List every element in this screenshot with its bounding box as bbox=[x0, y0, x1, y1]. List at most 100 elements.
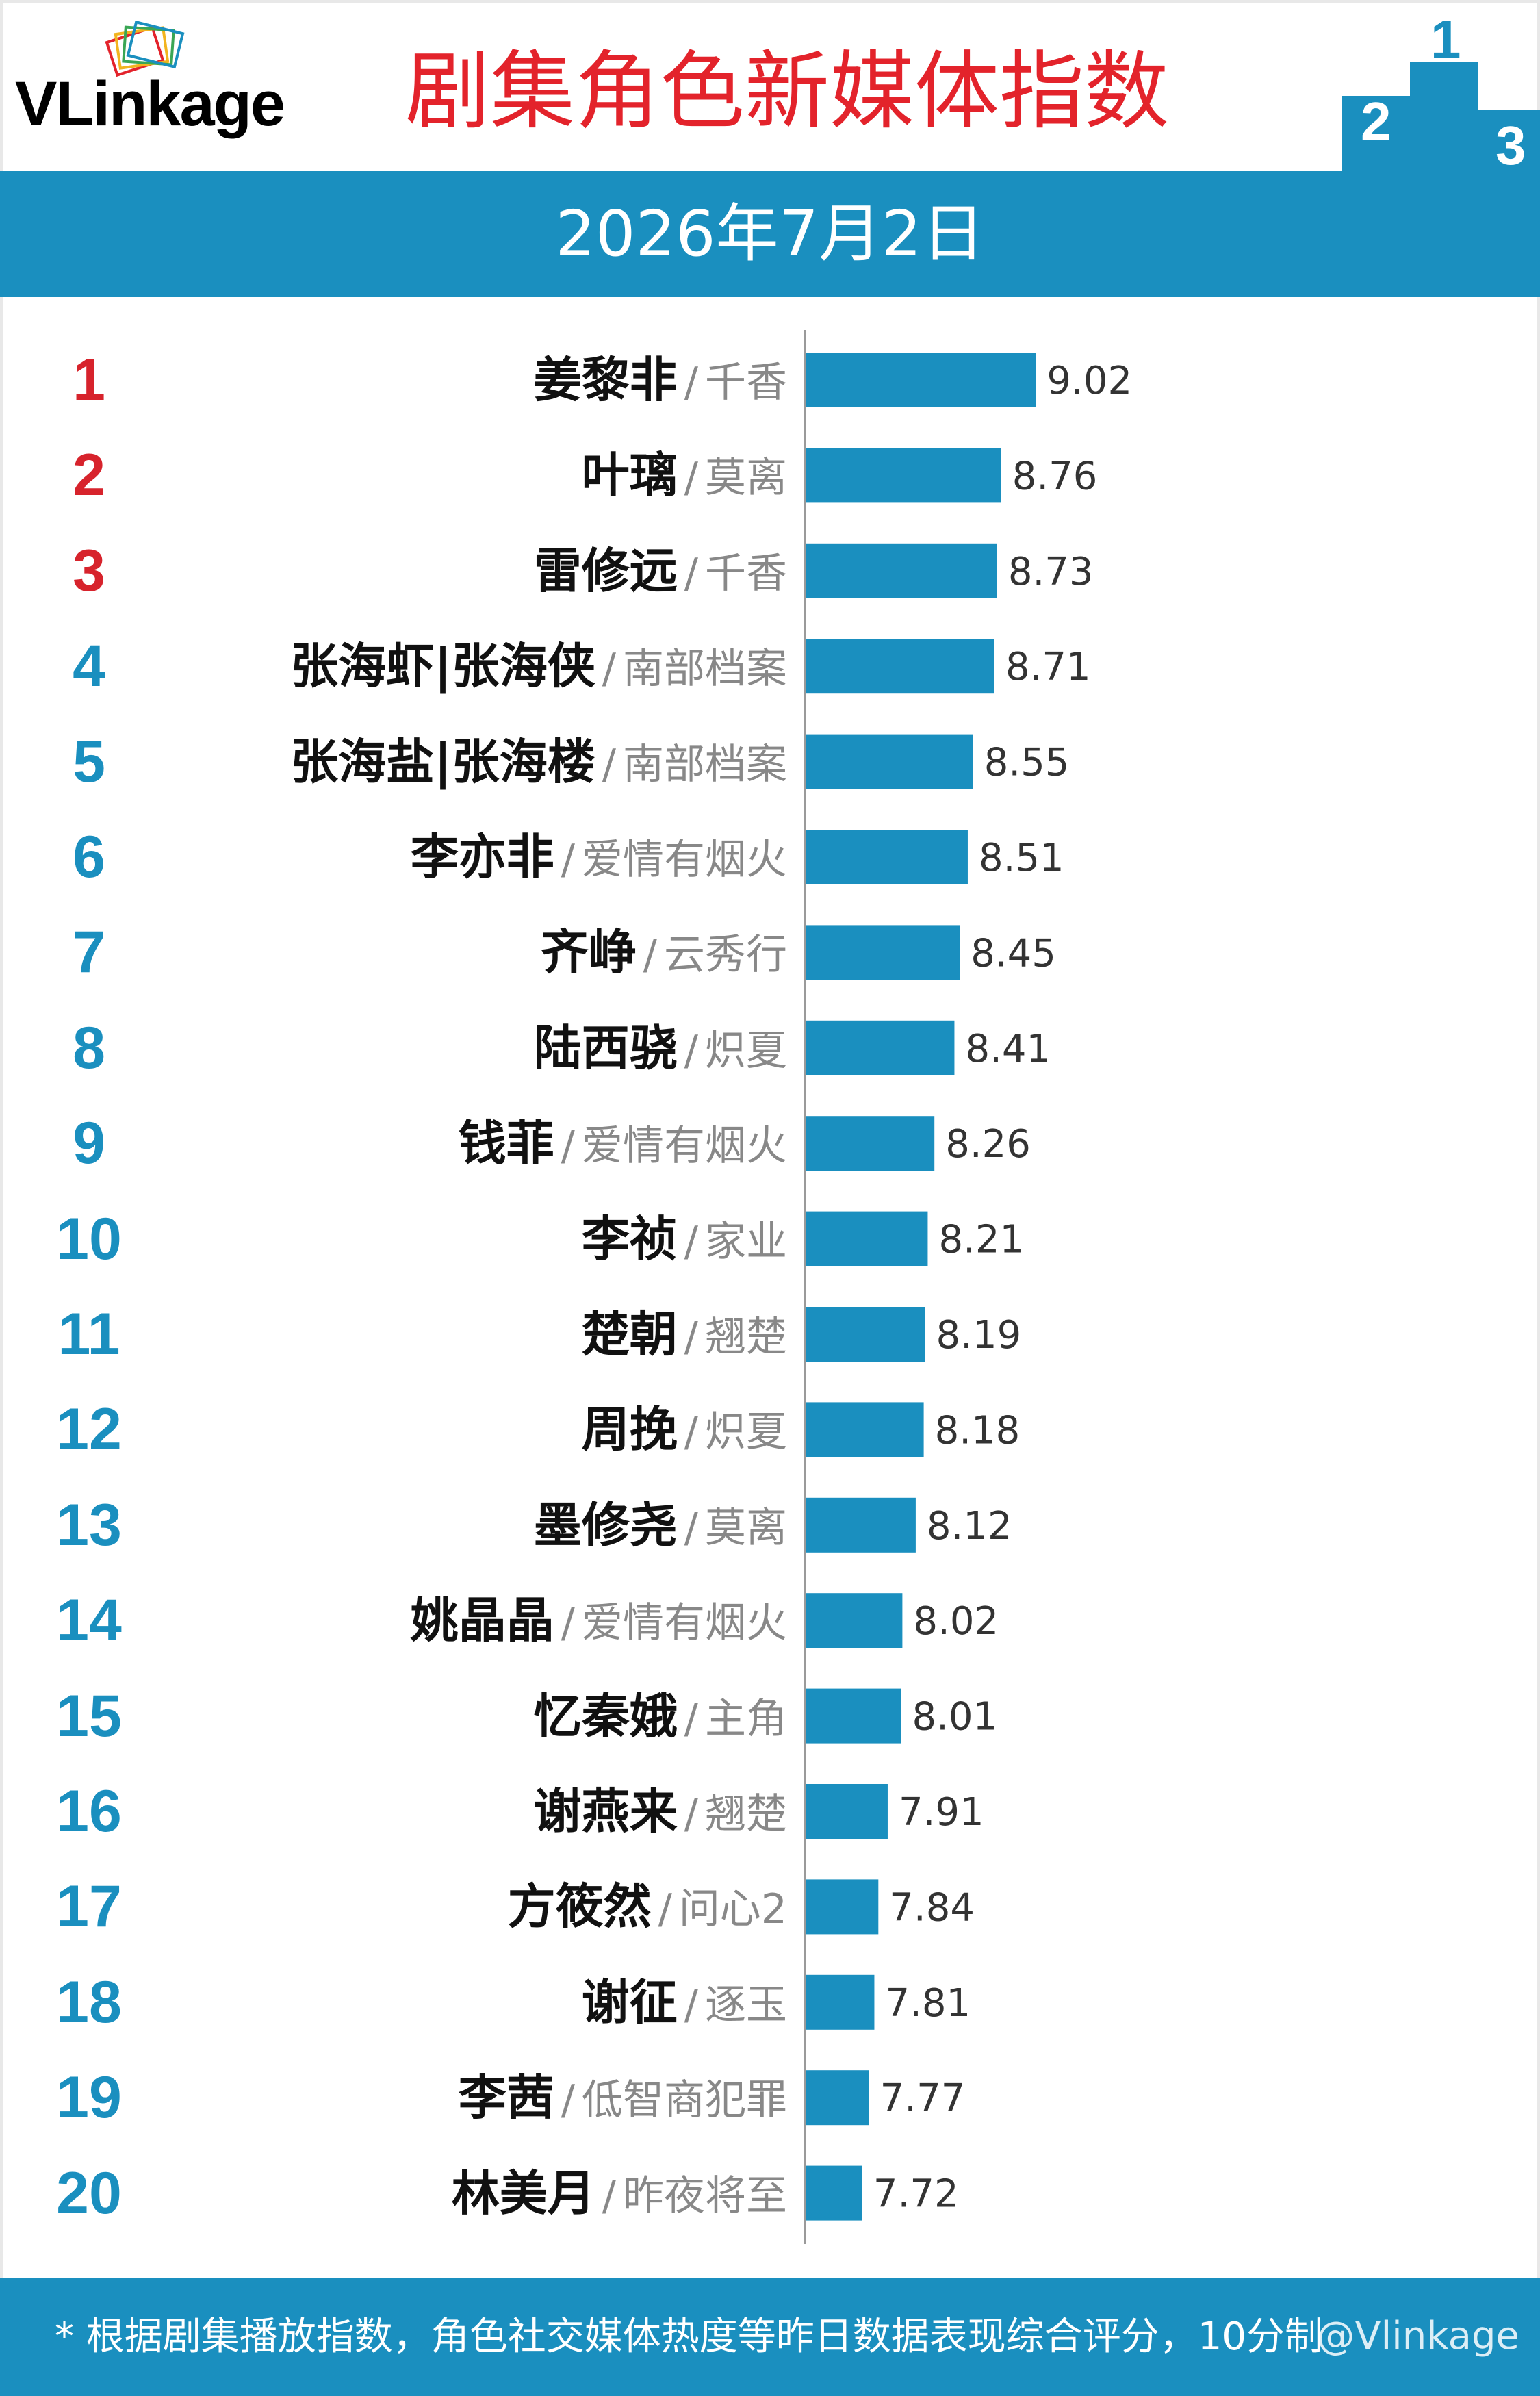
category-label: 姜黎非 / 千香 bbox=[534, 346, 787, 414]
rank-number: 12 bbox=[56, 1397, 122, 1463]
bar bbox=[806, 543, 997, 598]
drama-name: 翘楚 bbox=[705, 1790, 787, 1838]
category-label: 李亦非 / 爱情有烟火 bbox=[411, 823, 787, 891]
character-name: 齐峥 bbox=[540, 924, 637, 981]
rank-number: 11 bbox=[57, 1301, 120, 1367]
data-label: 7.77 bbox=[880, 2076, 966, 2121]
rank-number: 20 bbox=[56, 2160, 122, 2226]
category-label: 周挽 / 炽夏 bbox=[582, 1395, 787, 1464]
drama-name: 南部档案 bbox=[623, 645, 787, 693]
data-label: 8.71 bbox=[1005, 645, 1091, 689]
rank-number: 9 bbox=[73, 1110, 105, 1177]
separator-slash: / bbox=[684, 454, 698, 502]
data-label: 8.26 bbox=[945, 1122, 1031, 1167]
drama-name: 爱情有烟火 bbox=[582, 1599, 787, 1648]
character-name: 钱菲 bbox=[458, 1115, 554, 1172]
category-label: 陆西骁 / 炽夏 bbox=[534, 1014, 787, 1082]
separator-slash: / bbox=[684, 1980, 698, 2029]
separator-slash: / bbox=[602, 740, 616, 789]
separator-slash: / bbox=[684, 1408, 698, 1457]
separator-slash: / bbox=[561, 836, 575, 884]
rank-number: 3 bbox=[73, 537, 105, 604]
rank-number: 14 bbox=[56, 1588, 122, 1654]
bar bbox=[806, 1688, 901, 1744]
drama-name: 炽夏 bbox=[705, 1026, 787, 1075]
character-name: 雷修远 bbox=[533, 542, 678, 599]
character-name: 张海虾|张海侠 bbox=[290, 638, 595, 695]
separator-slash: / bbox=[602, 645, 616, 693]
drama-name: 莫离 bbox=[705, 454, 787, 502]
character-name: 李祯 bbox=[581, 1210, 678, 1267]
bar bbox=[806, 830, 968, 884]
data-label: 8.76 bbox=[1012, 454, 1098, 498]
drama-name: 爱情有烟火 bbox=[582, 836, 787, 884]
vlinkage-logo: VLinkage bbox=[15, 21, 337, 151]
data-label: 7.72 bbox=[873, 2172, 959, 2217]
character-name: 谢征 bbox=[581, 1974, 678, 2030]
bar bbox=[806, 2070, 869, 2126]
data-label: 8.12 bbox=[927, 1504, 1012, 1549]
bar bbox=[806, 2165, 862, 2221]
drama-name: 家业 bbox=[705, 1217, 787, 1266]
separator-slash: / bbox=[684, 359, 698, 407]
footer-note: * 根据剧集播放指数，角色社交媒体热度等昨日数据表现综合评分，10分制 bbox=[0, 2278, 1540, 2396]
separator-slash: / bbox=[561, 1599, 575, 1648]
character-name: 李亦非 bbox=[410, 829, 554, 885]
drama-name: 千香 bbox=[705, 549, 787, 598]
bar bbox=[806, 1211, 928, 1266]
character-name: 楚朝 bbox=[581, 1306, 678, 1362]
rank-number: 16 bbox=[56, 1779, 122, 1844]
rank-number: 19 bbox=[56, 2065, 122, 2131]
character-name: 忆秦娥 bbox=[533, 1687, 678, 1744]
rank-number: 6 bbox=[73, 824, 105, 890]
rank-number: 17 bbox=[56, 1874, 122, 1940]
drama-name: 千香 bbox=[705, 359, 787, 407]
drama-name: 爱情有烟火 bbox=[582, 1122, 787, 1171]
podium-icon: 2 1 3 bbox=[1342, 21, 1540, 171]
logo-cards-icon bbox=[105, 21, 185, 77]
bar bbox=[806, 1116, 935, 1171]
rank-number: 10 bbox=[56, 1206, 122, 1272]
weibo-watermark: @Vlinkage bbox=[1316, 2314, 1519, 2358]
bar bbox=[806, 1974, 875, 2030]
bar bbox=[806, 448, 1001, 503]
data-label: 8.19 bbox=[936, 1313, 1022, 1358]
separator-slash: / bbox=[684, 1026, 698, 1075]
drama-name: 南部档案 bbox=[623, 740, 787, 789]
data-label: 8.51 bbox=[979, 836, 1064, 880]
separator-slash: / bbox=[684, 1790, 698, 1838]
separator-slash: / bbox=[684, 549, 698, 598]
category-label: 李茜 / 低智商犯罪 bbox=[459, 2063, 787, 2132]
category-label: 齐峥 / 云秀行 bbox=[541, 918, 787, 986]
category-label: 谢征 / 逐玉 bbox=[582, 1968, 787, 2037]
character-name: 谢燕来 bbox=[533, 1783, 678, 1839]
drama-name: 昨夜将至 bbox=[623, 2171, 787, 2220]
bar bbox=[806, 734, 973, 789]
rank-number: 18 bbox=[56, 1969, 122, 2035]
separator-slash: / bbox=[561, 1122, 575, 1171]
separator-slash: / bbox=[643, 931, 657, 980]
data-label: 8.73 bbox=[1008, 550, 1094, 594]
category-label: 张海盐|张海楼 / 南部档案 bbox=[290, 728, 787, 796]
data-label: 8.01 bbox=[912, 1695, 997, 1739]
category-label: 张海虾|张海侠 / 南部档案 bbox=[290, 632, 787, 700]
separator-slash: / bbox=[602, 2171, 616, 2220]
character-name: 姜黎非 bbox=[533, 352, 678, 408]
rank-number: 7 bbox=[73, 919, 105, 986]
data-label: 8.45 bbox=[971, 931, 1056, 976]
svg-text:1: 1 bbox=[1430, 21, 1461, 70]
category-label: 叶璃 / 莫离 bbox=[582, 441, 787, 509]
character-name: 方筱然 bbox=[507, 1878, 652, 1935]
category-label: 忆秦娥 / 主角 bbox=[534, 1682, 787, 1750]
category-label: 谢燕来 / 翘楚 bbox=[534, 1777, 787, 1846]
bar bbox=[806, 1784, 888, 1839]
character-name: 周挽 bbox=[581, 1401, 678, 1458]
drama-name: 低智商犯罪 bbox=[582, 2076, 787, 2125]
drama-name: 翘楚 bbox=[705, 1313, 787, 1361]
separator-slash: / bbox=[684, 1694, 698, 1743]
drama-name: 逐玉 bbox=[705, 1980, 787, 2029]
category-label: 雷修远 / 千香 bbox=[534, 537, 787, 605]
data-label: 8.21 bbox=[938, 1218, 1024, 1262]
logo-text: VLinkage bbox=[15, 69, 285, 139]
